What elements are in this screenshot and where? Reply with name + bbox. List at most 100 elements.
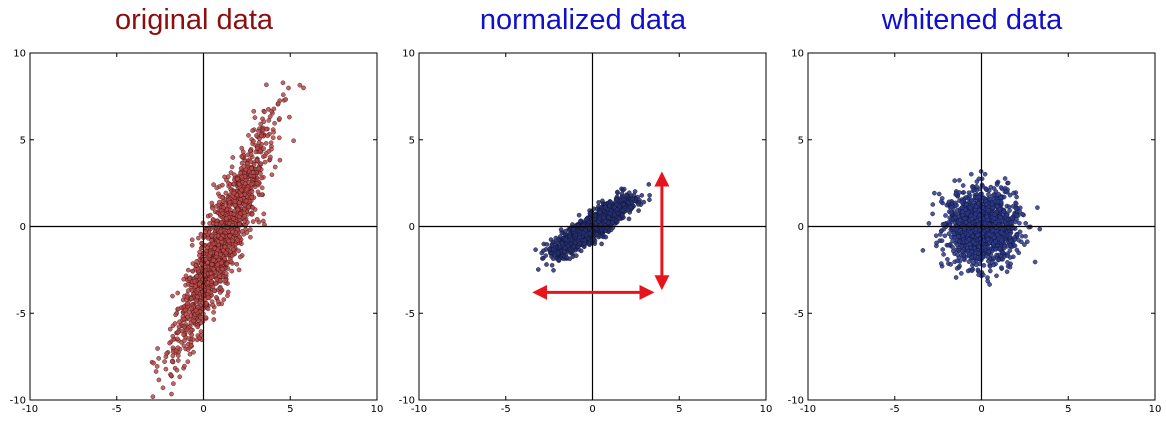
data-point bbox=[998, 185, 1004, 190]
data-point bbox=[217, 278, 223, 284]
data-point bbox=[563, 228, 568, 234]
data-point bbox=[255, 145, 260, 151]
data-point bbox=[236, 200, 242, 206]
data-point bbox=[234, 261, 240, 267]
data-point bbox=[954, 258, 960, 264]
x-tick-label: -10 bbox=[22, 404, 38, 415]
chart-panel-whitened: whitened data -10 -5 0 5 10 10 5 0 -5 -10 bbox=[778, 0, 1166, 423]
data-point bbox=[991, 255, 997, 261]
data-point bbox=[194, 259, 199, 264]
data-point bbox=[940, 247, 945, 252]
data-point bbox=[170, 345, 176, 351]
data-point bbox=[617, 203, 622, 209]
data-point bbox=[277, 116, 282, 121]
y-tick-label: 5 bbox=[20, 135, 26, 146]
data-point bbox=[985, 236, 991, 242]
data-point bbox=[612, 212, 617, 218]
data-point bbox=[195, 324, 200, 330]
data-point bbox=[266, 107, 271, 112]
y-tick-label: -5 bbox=[794, 309, 804, 320]
data-point bbox=[552, 252, 557, 257]
data-point bbox=[301, 85, 306, 91]
data-point bbox=[636, 208, 641, 213]
data-point bbox=[607, 211, 613, 216]
data-point bbox=[231, 211, 237, 217]
data-point bbox=[1004, 189, 1009, 194]
data-point bbox=[952, 215, 958, 220]
data-point bbox=[930, 211, 935, 217]
chart-title: whitened data bbox=[881, 4, 1063, 36]
data-point bbox=[1032, 259, 1038, 265]
data-point bbox=[973, 204, 979, 210]
data-point bbox=[1009, 215, 1015, 221]
data-point bbox=[151, 360, 156, 366]
data-point bbox=[175, 358, 181, 363]
data-point bbox=[297, 82, 303, 88]
data-point bbox=[977, 207, 982, 213]
y-tick-label: 10 bbox=[13, 49, 26, 60]
data-point bbox=[1009, 220, 1014, 225]
data-point bbox=[228, 259, 234, 265]
data-point bbox=[614, 197, 620, 202]
data-point bbox=[259, 185, 265, 191]
data-point bbox=[248, 152, 254, 157]
data-point bbox=[229, 164, 235, 170]
data-point bbox=[248, 159, 254, 165]
data-point bbox=[214, 295, 219, 300]
data-point bbox=[1002, 176, 1008, 181]
data-point bbox=[189, 237, 195, 243]
data-point bbox=[183, 273, 189, 279]
data-point bbox=[565, 243, 571, 249]
data-point bbox=[975, 267, 981, 273]
data-point bbox=[185, 359, 191, 365]
data-point bbox=[562, 245, 568, 251]
data-point bbox=[208, 250, 213, 256]
data-point bbox=[628, 204, 633, 210]
data-point bbox=[249, 189, 255, 194]
data-point bbox=[641, 199, 647, 205]
data-point bbox=[256, 166, 262, 171]
data-point bbox=[211, 182, 216, 187]
data-point bbox=[999, 249, 1005, 255]
data-point bbox=[576, 212, 582, 218]
scatter-points bbox=[149, 80, 306, 400]
x-tick-label: 0 bbox=[978, 404, 984, 415]
data-point bbox=[573, 232, 578, 238]
data-point bbox=[976, 176, 982, 182]
data-point bbox=[956, 234, 961, 239]
x-tick-label: 0 bbox=[200, 404, 206, 415]
data-point bbox=[967, 205, 973, 210]
data-point bbox=[175, 345, 181, 351]
data-point bbox=[232, 202, 238, 208]
data-point bbox=[250, 205, 255, 210]
data-point bbox=[984, 214, 990, 220]
data-point bbox=[175, 290, 180, 296]
data-point bbox=[163, 366, 169, 372]
data-point bbox=[600, 198, 605, 204]
data-point bbox=[198, 320, 204, 326]
y-tick-label: 0 bbox=[20, 222, 26, 233]
data-point bbox=[626, 190, 632, 195]
data-point bbox=[237, 254, 243, 260]
data-point bbox=[175, 336, 180, 342]
data-point bbox=[602, 205, 608, 210]
data-point bbox=[996, 257, 1001, 263]
x-tick-label: 0 bbox=[589, 404, 595, 415]
data-point bbox=[955, 252, 960, 258]
data-point bbox=[222, 244, 228, 250]
data-point bbox=[941, 252, 946, 257]
data-point bbox=[934, 240, 939, 246]
data-point bbox=[991, 216, 997, 221]
y-tick-label: -10 bbox=[788, 396, 804, 407]
data-point bbox=[188, 343, 194, 348]
data-point bbox=[597, 210, 603, 216]
data-point bbox=[239, 154, 244, 159]
data-point bbox=[966, 237, 972, 243]
data-point bbox=[1014, 232, 1020, 238]
data-point bbox=[210, 241, 216, 247]
data-point bbox=[258, 148, 263, 154]
data-point bbox=[218, 236, 224, 241]
data-point bbox=[220, 195, 225, 201]
x-tick-label: 5 bbox=[676, 404, 682, 415]
data-point bbox=[193, 263, 199, 268]
